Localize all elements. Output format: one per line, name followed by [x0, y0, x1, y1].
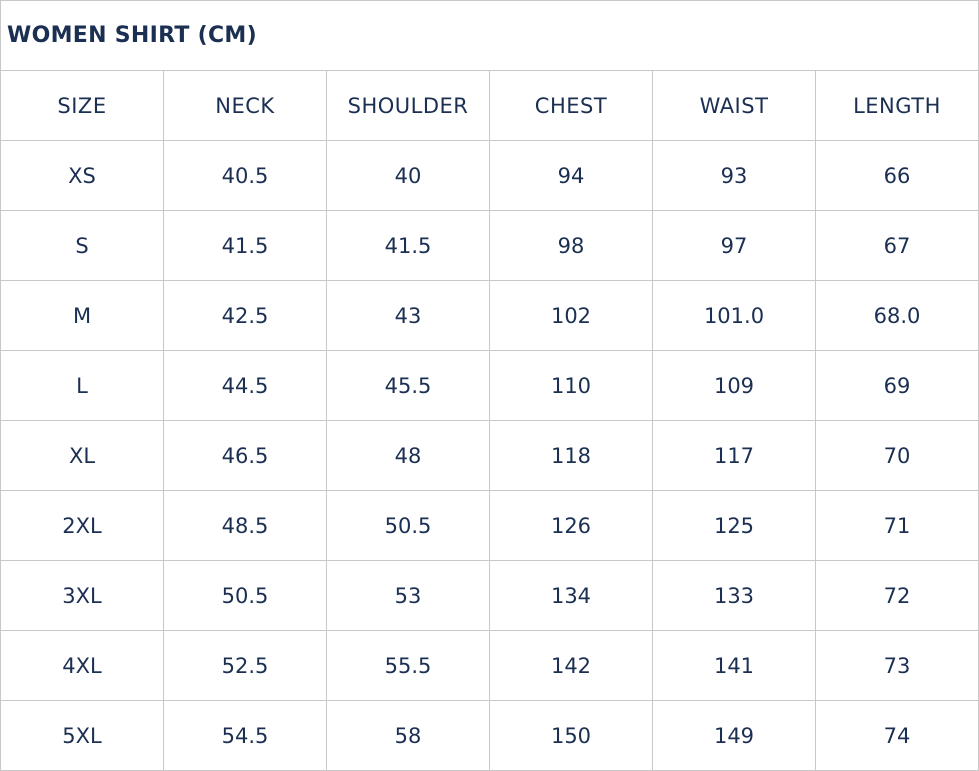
- measurement-cell: 43: [326, 280, 490, 351]
- measurement-cell: 50.5: [163, 560, 327, 631]
- measurement-cell: 54.5: [163, 700, 327, 771]
- measurement-cell: 66: [815, 140, 979, 211]
- title-row: WOMEN SHIRT (CM): [0, 0, 979, 71]
- measurement-cell: 69: [815, 350, 979, 421]
- measurement-cell: 73: [815, 630, 979, 701]
- table-row: L 44.5 45.5 110 109 69: [0, 350, 979, 421]
- header-row: SIZE NECK SHOULDER CHEST WAIST LENGTH: [0, 70, 979, 141]
- table-row: XS 40.5 40 94 93 66: [0, 140, 979, 211]
- column-header-shoulder: SHOULDER: [326, 70, 490, 141]
- measurement-cell: 125: [652, 490, 816, 561]
- measurement-cell: 150: [489, 700, 653, 771]
- measurement-cell: 117: [652, 420, 816, 491]
- measurement-cell: 44.5: [163, 350, 327, 421]
- size-cell: S: [0, 210, 164, 281]
- measurement-cell: 48.5: [163, 490, 327, 561]
- column-header-length: LENGTH: [815, 70, 979, 141]
- size-cell: 4XL: [0, 630, 164, 701]
- table-row: 4XL 52.5 55.5 142 141 73: [0, 630, 979, 701]
- size-cell: L: [0, 350, 164, 421]
- table-row: M 42.5 43 102 101.0 68.0: [0, 280, 979, 351]
- measurement-cell: 126: [489, 490, 653, 561]
- measurement-cell: 142: [489, 630, 653, 701]
- measurement-cell: 110: [489, 350, 653, 421]
- table-row: S 41.5 41.5 98 97 67: [0, 210, 979, 281]
- size-cell: 3XL: [0, 560, 164, 631]
- size-cell: 2XL: [0, 490, 164, 561]
- measurement-cell: 55.5: [326, 630, 490, 701]
- measurement-cell: 118: [489, 420, 653, 491]
- measurement-cell: 68.0: [815, 280, 979, 351]
- column-header-size: SIZE: [0, 70, 164, 141]
- column-header-waist: WAIST: [652, 70, 816, 141]
- measurement-cell: 41.5: [163, 210, 327, 281]
- measurement-cell: 71: [815, 490, 979, 561]
- measurement-cell: 45.5: [326, 350, 490, 421]
- measurement-cell: 101.0: [652, 280, 816, 351]
- measurement-cell: 46.5: [163, 420, 327, 491]
- measurement-cell: 134: [489, 560, 653, 631]
- size-cell: M: [0, 280, 164, 351]
- measurement-cell: 70: [815, 420, 979, 491]
- table-row: XL 46.5 48 118 117 70: [0, 420, 979, 491]
- size-cell: XL: [0, 420, 164, 491]
- measurement-cell: 98: [489, 210, 653, 281]
- table-row: 2XL 48.5 50.5 126 125 71: [0, 490, 979, 561]
- measurement-cell: 109: [652, 350, 816, 421]
- measurement-cell: 50.5: [326, 490, 490, 561]
- measurement-cell: 74: [815, 700, 979, 771]
- measurement-cell: 48: [326, 420, 490, 491]
- measurement-cell: 53: [326, 560, 490, 631]
- measurement-cell: 141: [652, 630, 816, 701]
- measurement-cell: 72: [815, 560, 979, 631]
- size-cell: 5XL: [0, 700, 164, 771]
- measurement-cell: 40: [326, 140, 490, 211]
- table-title: WOMEN SHIRT (CM): [0, 0, 979, 71]
- measurement-cell: 133: [652, 560, 816, 631]
- column-header-neck: NECK: [163, 70, 327, 141]
- size-cell: XS: [0, 140, 164, 211]
- column-header-chest: CHEST: [489, 70, 653, 141]
- measurement-cell: 93: [652, 140, 816, 211]
- measurement-cell: 94: [489, 140, 653, 211]
- measurement-cell: 42.5: [163, 280, 327, 351]
- measurement-cell: 58: [326, 700, 490, 771]
- measurement-cell: 102: [489, 280, 653, 351]
- measurement-cell: 149: [652, 700, 816, 771]
- table-row: 3XL 50.5 53 134 133 72: [0, 560, 979, 631]
- measurement-cell: 40.5: [163, 140, 327, 211]
- measurement-cell: 52.5: [163, 630, 327, 701]
- measurement-cell: 41.5: [326, 210, 490, 281]
- measurement-cell: 67: [815, 210, 979, 281]
- measurement-cell: 97: [652, 210, 816, 281]
- table-row: 5XL 54.5 58 150 149 74: [0, 700, 979, 771]
